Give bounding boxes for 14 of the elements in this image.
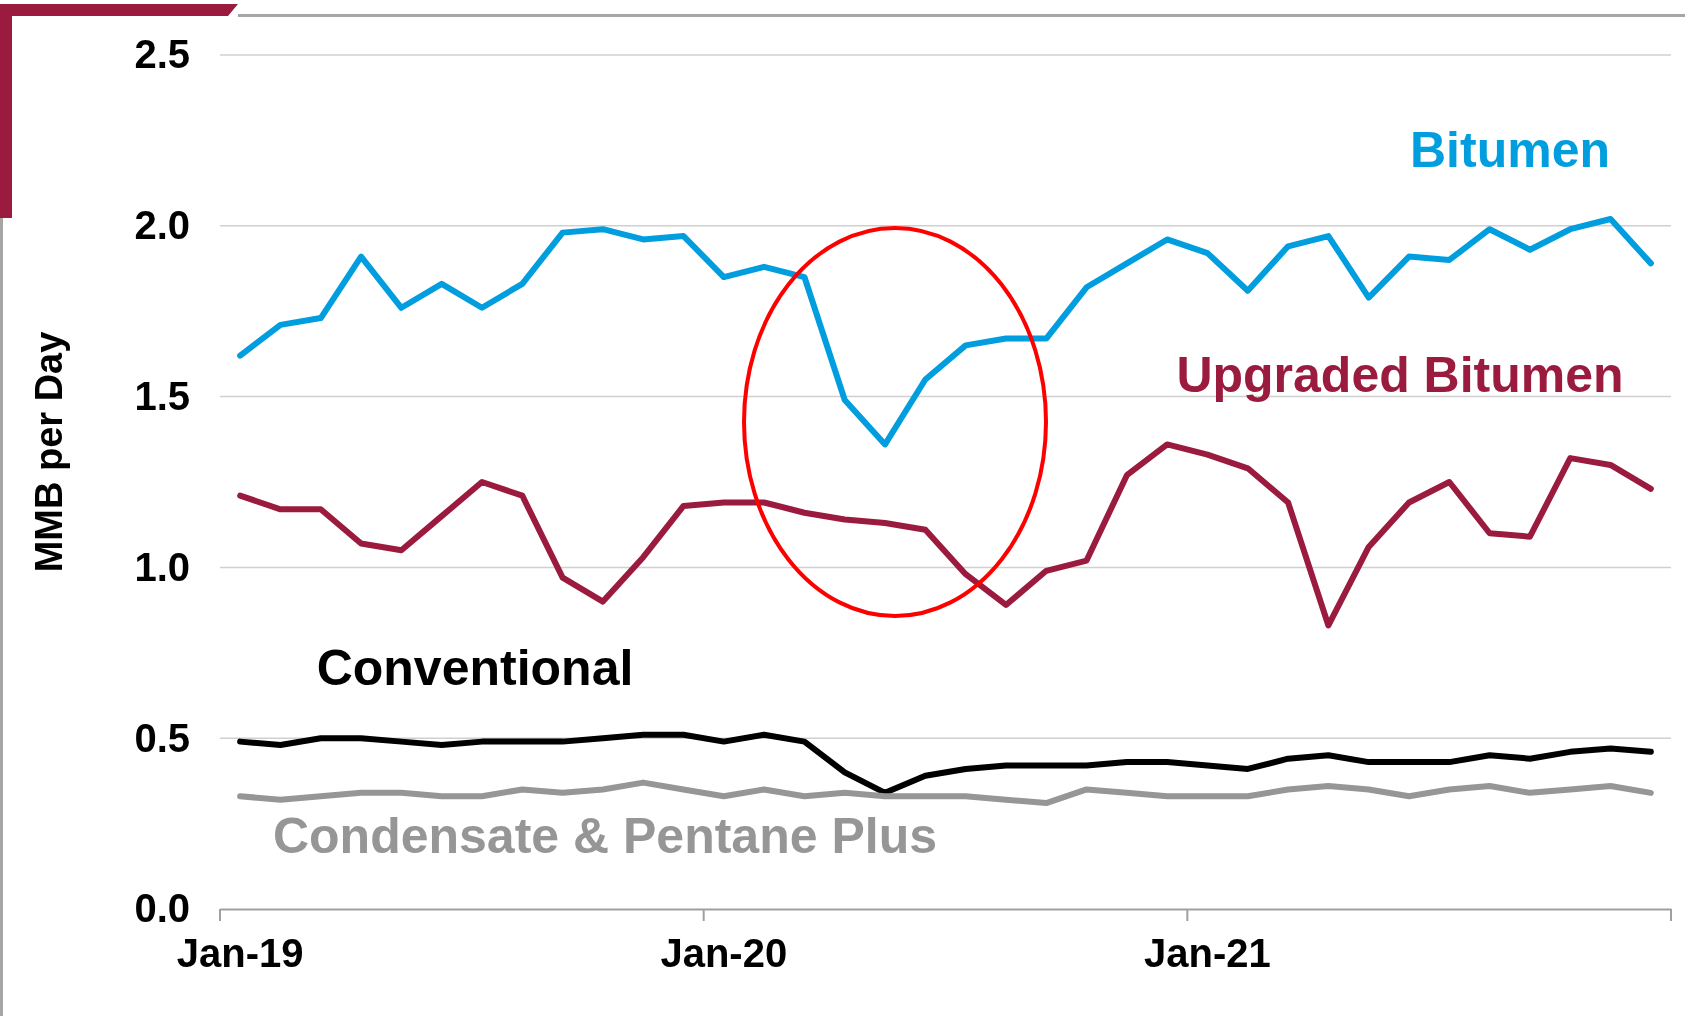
x-tick-label: Jan-19 <box>176 931 304 976</box>
x-tick-label: Jan-21 <box>1144 931 1271 976</box>
y-tick-label: 2.5 <box>134 32 190 77</box>
x-tick-label: Jan-20 <box>660 931 788 976</box>
y-tick-label: 1.0 <box>134 544 190 589</box>
y-tick-label: 2.0 <box>134 203 190 248</box>
y-axis-title: MMB per Day <box>28 331 70 573</box>
series-label: Conventional <box>316 640 634 696</box>
y-tick-label: 0.5 <box>134 715 190 760</box>
series-label: Upgraded Bitumen <box>1176 347 1624 403</box>
y-tick-label: 1.5 <box>134 373 190 418</box>
series-label: Condensate & Pentane Plus <box>272 808 938 864</box>
y-tick-label: 0.0 <box>134 886 190 931</box>
series-label: Bitumen <box>1410 122 1610 178</box>
